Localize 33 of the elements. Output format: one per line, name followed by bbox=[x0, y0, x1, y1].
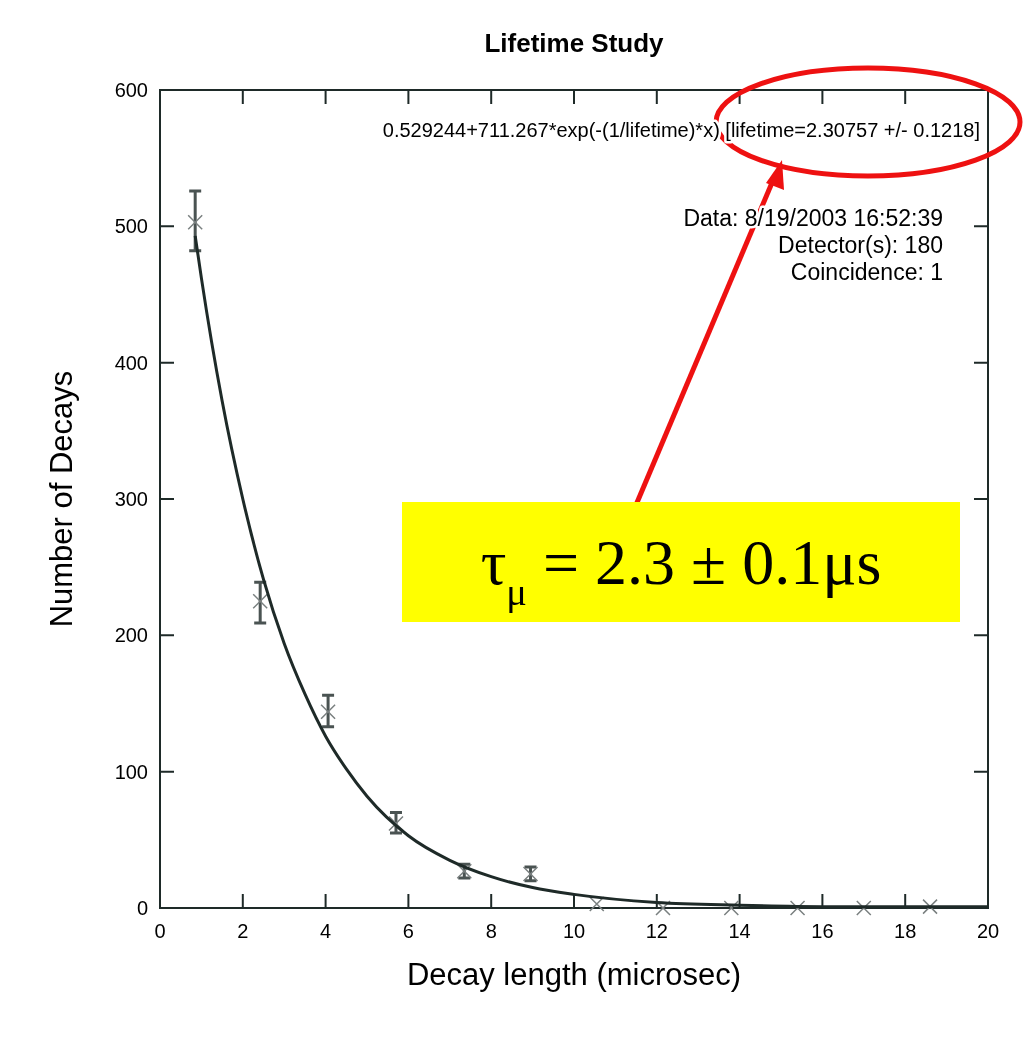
chart-title: Lifetime Study bbox=[484, 28, 665, 58]
point bbox=[856, 900, 872, 916]
x-tick-label: 8 bbox=[485, 920, 497, 942]
y-tick-label: 600 bbox=[114, 79, 148, 101]
x-tick-label: 12 bbox=[645, 920, 668, 942]
annotation: Coincidence: 1 bbox=[790, 259, 943, 285]
point bbox=[320, 703, 336, 720]
point bbox=[187, 214, 203, 230]
x-tick-label: 6 bbox=[402, 920, 414, 942]
x-tick-label: 2 bbox=[237, 920, 249, 942]
point bbox=[252, 593, 268, 609]
x-tick-label: 20 bbox=[976, 920, 1000, 942]
point bbox=[723, 900, 740, 916]
y-tick-label: 200 bbox=[114, 624, 148, 647]
point bbox=[589, 896, 605, 912]
point bbox=[655, 900, 671, 916]
x-tick-label: 18 bbox=[894, 920, 917, 942]
y-tick-label: 500 bbox=[114, 215, 148, 238]
point bbox=[789, 900, 806, 916]
x-tick-label: 4 bbox=[320, 920, 332, 942]
y-axis-title: Number of Decays bbox=[44, 370, 79, 628]
annotation: τ$_{μ}$ = 2.3 ± 0.1μs bbox=[480, 527, 882, 613]
x-tick-label: 14 bbox=[728, 920, 751, 942]
point bbox=[922, 898, 938, 915]
annotation: Detector(s): 180 bbox=[778, 232, 943, 258]
x-tick-label: 10 bbox=[562, 920, 586, 942]
y-tick-label: 100 bbox=[114, 760, 148, 783]
x-tick-label: 0 bbox=[154, 920, 166, 942]
x-tick-label: 16 bbox=[811, 920, 834, 942]
y-tick-label: 300 bbox=[114, 488, 148, 510]
y-tick-label: 0 bbox=[136, 897, 148, 919]
y-tick-label: 400 bbox=[114, 351, 148, 374]
x-axis-title: Decay length (microsec) bbox=[406, 957, 742, 992]
